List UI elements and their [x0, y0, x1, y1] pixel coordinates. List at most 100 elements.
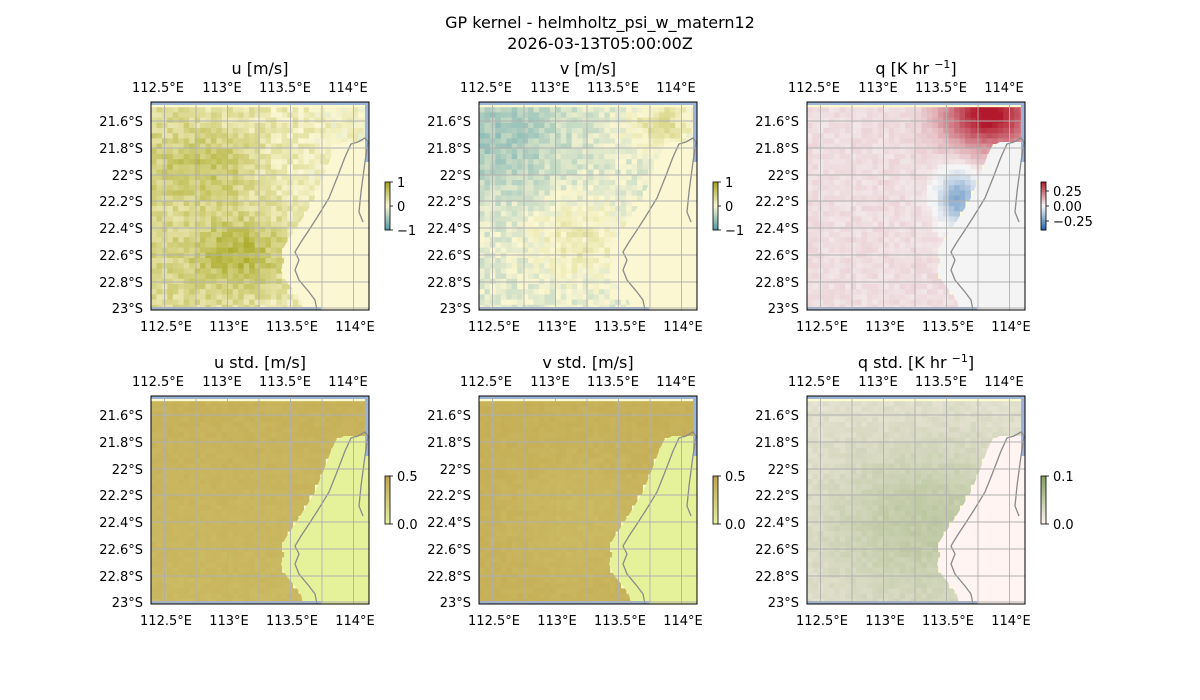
heatmap-cell	[686, 107, 692, 113]
heatmap-cell	[839, 112, 846, 118]
heatmap-cell	[243, 143, 250, 150]
heatmap-cell	[309, 117, 315, 124]
heatmap-cell	[926, 169, 933, 176]
heatmap-cell	[178, 578, 185, 584]
colorbar-step	[1041, 194, 1046, 197]
heatmap-cell	[522, 284, 529, 290]
heatmap-cell	[807, 159, 813, 165]
heatmap-cell	[172, 583, 179, 589]
heatmap-cell	[986, 143, 993, 150]
heatmap-cell	[877, 294, 884, 300]
heatmap-cell	[292, 159, 299, 165]
heatmap-cell	[352, 416, 359, 423]
colorbar-step	[385, 224, 390, 227]
heatmap-cell	[653, 112, 660, 118]
colorbar-step	[385, 480, 390, 483]
heatmap-cell	[238, 578, 245, 584]
heatmap-cell	[265, 505, 272, 511]
heatmap-cell	[883, 138, 890, 144]
heatmap-cell	[205, 510, 212, 516]
heatmap-cell	[276, 263, 283, 269]
heatmap-cell	[183, 557, 190, 563]
heatmap-cell	[894, 252, 901, 259]
heatmap-cell	[309, 468, 315, 475]
heatmap-cell	[254, 583, 261, 589]
heatmap-cell	[894, 174, 901, 181]
heatmap-cell	[626, 159, 632, 165]
lon-tick-bottom: 112.5°E	[796, 320, 848, 335]
heatmap-cell	[533, 273, 540, 280]
heatmap-cell	[992, 117, 999, 124]
heatmap-cell	[823, 216, 830, 222]
heatmap-cell	[905, 211, 911, 217]
heatmap-cell	[270, 133, 277, 139]
heatmap-cell	[309, 107, 315, 113]
heatmap-cell	[528, 237, 534, 243]
heatmap-cell	[216, 206, 223, 212]
heatmap-cell	[232, 484, 239, 490]
heatmap-cell	[500, 128, 507, 134]
heatmap-cell	[888, 206, 895, 212]
heatmap-cell	[189, 299, 195, 306]
heatmap-cell	[866, 200, 873, 207]
heatmap-cell	[894, 242, 901, 248]
heatmap-cell	[888, 200, 895, 207]
heatmap-cell	[571, 237, 578, 243]
heatmap-cell	[544, 247, 551, 254]
heatmap-cell	[872, 122, 879, 129]
heatmap-cell	[604, 252, 611, 259]
heatmap-cell	[151, 557, 157, 563]
heatmap-cell	[954, 174, 960, 181]
heatmap-cell	[549, 299, 556, 306]
heatmap-cell	[172, 159, 179, 165]
heatmap-cell	[500, 237, 507, 243]
heatmap-cell	[538, 122, 545, 129]
heatmap-cell	[937, 143, 944, 150]
heatmap-cell	[828, 242, 835, 248]
heatmap-cell	[270, 294, 277, 300]
heatmap-cell	[309, 154, 315, 160]
heatmap-cell	[281, 226, 288, 233]
heatmap-cell	[609, 143, 616, 150]
heatmap-cell	[172, 474, 179, 480]
heatmap-cell	[812, 258, 819, 264]
heatmap-cell	[249, 107, 255, 113]
heatmap-cell	[598, 138, 605, 144]
heatmap-cell	[500, 211, 507, 217]
heatmap-cell	[479, 107, 485, 113]
heatmap-cell	[910, 195, 917, 202]
heatmap-cell	[571, 216, 578, 222]
heatmap-cell	[834, 185, 841, 191]
colorbar-step	[713, 226, 718, 229]
heatmap-cell	[894, 159, 901, 165]
heatmap-cell	[260, 505, 266, 511]
heatmap-cell	[189, 154, 195, 160]
heatmap-cell	[151, 567, 157, 574]
heatmap-cell	[254, 216, 261, 222]
heatmap-cell	[828, 154, 835, 160]
heatmap-cell	[894, 143, 901, 150]
heatmap-cell	[221, 273, 228, 280]
heatmap-cell	[588, 138, 594, 144]
heatmap-cell	[593, 273, 600, 280]
heatmap-cell	[888, 237, 895, 243]
heatmap-cell	[937, 117, 944, 124]
heatmap-cell	[319, 174, 326, 181]
heatmap-cell	[549, 185, 556, 191]
heatmap-cell	[210, 174, 217, 181]
heatmap-cell	[883, 289, 890, 295]
heatmap-cell	[932, 117, 939, 124]
heatmap-cell	[205, 536, 212, 542]
heatmap-cell	[845, 143, 851, 150]
lat-tick: 23°S	[112, 302, 143, 317]
heatmap-cell	[172, 505, 179, 511]
heatmap-cell	[194, 180, 201, 186]
heatmap-cell	[495, 252, 502, 259]
heatmap-cell	[877, 226, 884, 233]
heatmap-cell	[926, 258, 933, 264]
heatmap-cell	[210, 138, 217, 144]
colorbar-step	[1041, 214, 1046, 217]
heatmap-cell	[156, 588, 163, 594]
heatmap-cell	[495, 221, 502, 228]
heatmap-cell	[571, 138, 578, 144]
